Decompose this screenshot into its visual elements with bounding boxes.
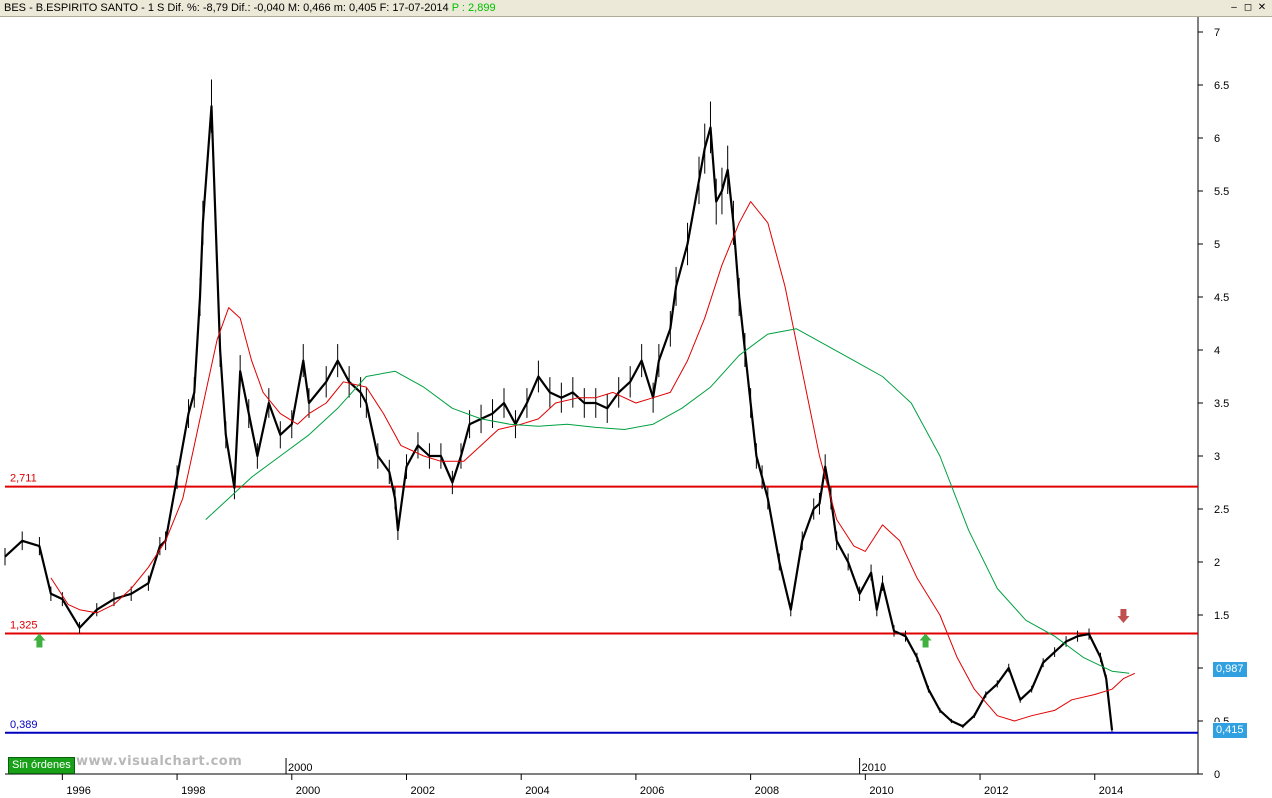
- x-tick-label: 2012: [984, 785, 1008, 797]
- decade-label: 2000: [288, 762, 312, 774]
- x-tick-label: 2004: [525, 785, 549, 797]
- signal-markers: [33, 609, 1130, 648]
- y-tick-label: 5.5: [1214, 186, 1229, 198]
- y-tick-label: 3.5: [1214, 398, 1229, 410]
- last-value-badge: 0,987: [1212, 661, 1248, 679]
- x-tick-label: 2014: [1099, 785, 1123, 797]
- y-tick-label: 3: [1214, 451, 1220, 463]
- chart-axes: 00.511.522.533.544.555.566.5719961998200…: [5, 17, 1229, 797]
- y-tick-label: 6: [1214, 133, 1220, 145]
- y-tick-label: 2: [1214, 557, 1220, 569]
- y-tick-label: 7: [1214, 27, 1220, 39]
- sell-arrow-icon: [1117, 609, 1130, 623]
- level-label: 1,325: [10, 620, 38, 632]
- horizontal-levels: 2,711 1,325 0,389: [5, 473, 1198, 734]
- y-tick-label: 0: [1214, 769, 1220, 781]
- buy-arrow-icon: [919, 633, 932, 648]
- x-tick-label: 2006: [640, 785, 664, 797]
- y-tick-label: 5: [1214, 239, 1220, 251]
- close-icon[interactable]: ✕: [1257, 2, 1267, 13]
- x-tick-label: 2008: [755, 785, 779, 797]
- y-tick-label: 1.5: [1214, 610, 1229, 622]
- window-title: BES - B.ESPIRITO SANTO - 1 S Dif. %: -8,…: [4, 2, 496, 14]
- y-tick-label: 2.5: [1214, 504, 1229, 516]
- chart-series: [4, 79, 1136, 732]
- watermark: www.visualchart.com: [76, 754, 243, 769]
- price-line: [4, 105, 1114, 731]
- y-tick-label: 6.5: [1214, 80, 1229, 92]
- minimize-icon[interactable]: –: [1231, 2, 1237, 13]
- last-value-badge: 0,415: [1212, 722, 1248, 739]
- x-tick-label: 2010: [869, 785, 893, 797]
- decade-label: 2010: [862, 762, 886, 774]
- restore-icon[interactable]: ◻: [1243, 2, 1253, 13]
- buy-arrow-icon: [33, 633, 46, 648]
- p-value-label: P : 2,899: [451, 2, 496, 14]
- x-tick-label: 2000: [296, 785, 320, 797]
- level-label: 0,389: [10, 719, 38, 731]
- x-tick-label: 1998: [181, 785, 205, 797]
- window-titlebar: BES - B.ESPIRITO SANTO - 1 S Dif. %: -8,…: [0, 0, 1272, 17]
- y-tick-label: 4: [1214, 345, 1220, 357]
- moving-average-short: [50, 201, 1136, 722]
- price-chart[interactable]: 00.511.522.533.544.555.566.5719961998200…: [0, 17, 1272, 798]
- sin-ordenes-badge[interactable]: Sin órdenes: [8, 757, 75, 774]
- x-tick-label: 2002: [410, 785, 434, 797]
- moving-average-long: [205, 328, 1130, 674]
- x-tick-label: 1996: [66, 785, 90, 797]
- level-label: 2,711: [10, 473, 37, 485]
- y-tick-label: 4.5: [1214, 292, 1229, 304]
